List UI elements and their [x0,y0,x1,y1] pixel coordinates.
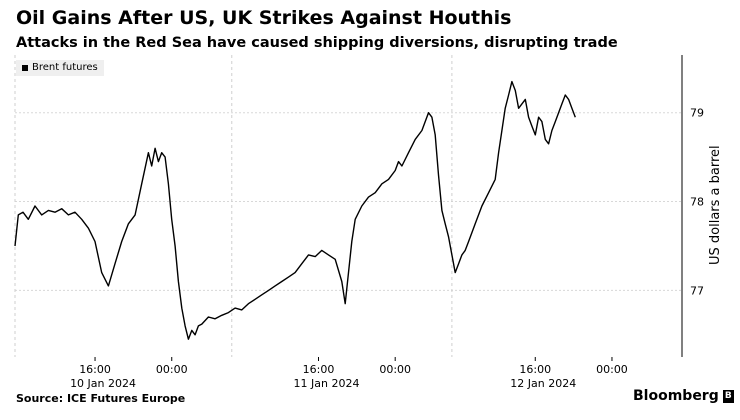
y-axis-label: US dollars a barrel [708,145,723,265]
source-note: Source: ICE Futures Europe [16,392,186,405]
x-tick-label: 00:00 [379,363,411,376]
x-day-label: 11 Jan 2024 [294,377,360,390]
x-tick-label: 16:00 [303,363,335,376]
x-day-label: 10 Jan 2024 [70,377,136,390]
chart-legend: Brent futures [16,60,104,76]
y-tick-label: 77 [690,284,704,297]
x-tick-label: 16:00 [519,363,551,376]
series-line-brent-futures [14,80,576,340]
legend-swatch [22,64,28,71]
chart-subtitle: Attacks in the Red Sea have caused shipp… [16,35,618,51]
brand-name: Bloomberg [633,388,719,404]
x-tick-label: 16:00 [79,363,111,376]
legend-label: Brent futures [32,62,98,73]
x-day-label: 12 Jan 2024 [510,377,576,390]
brand-mark-icon: B [722,389,734,403]
y-tick-label: 78 [690,196,704,209]
x-tick-label: 00:00 [156,363,188,376]
y-tick-label: 79 [690,107,704,120]
x-tick-label: 00:00 [596,363,628,376]
chart-title: Oil Gains After US, UK Strikes Against H… [16,7,512,29]
brand-logo: Bloomberg B [633,388,734,404]
